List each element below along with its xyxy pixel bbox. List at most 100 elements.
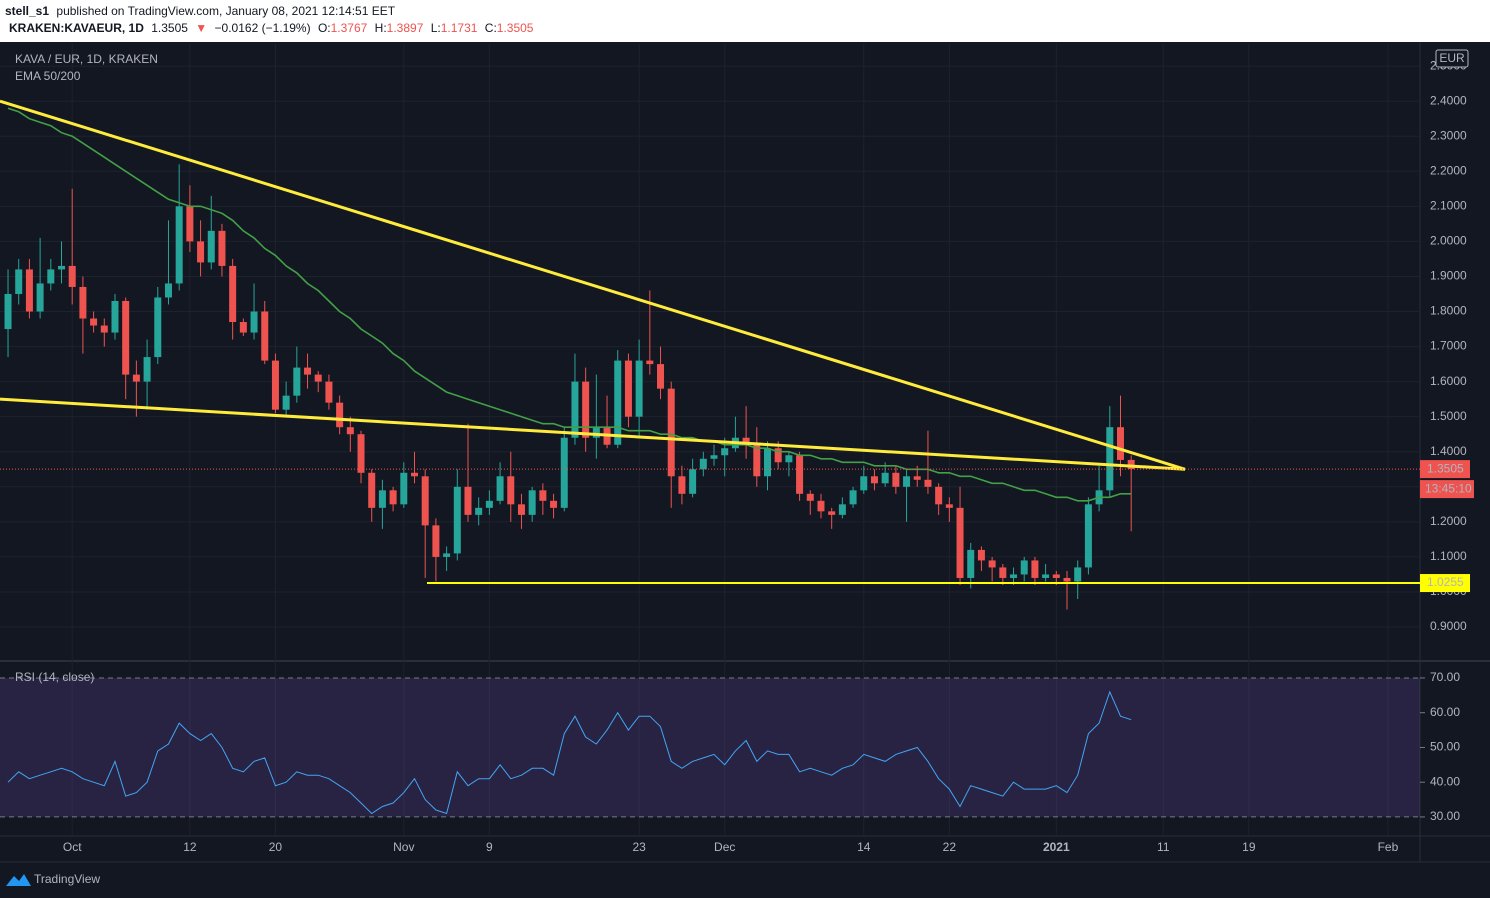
rsi-band xyxy=(0,677,1420,817)
candle-body xyxy=(774,448,782,463)
candle-body xyxy=(1116,427,1124,460)
header-background xyxy=(0,0,1490,42)
candle-body xyxy=(346,427,354,435)
published: published on TradingView.com, January 08… xyxy=(56,4,395,18)
candle-body xyxy=(860,476,868,491)
candle-body xyxy=(186,206,194,242)
trend-line xyxy=(0,99,1186,471)
candle-body xyxy=(1020,560,1028,575)
candle-body xyxy=(453,486,461,554)
candle-body xyxy=(507,476,515,505)
trend-line xyxy=(0,397,1186,471)
candle-body xyxy=(528,490,536,515)
y-tick-label: 2.2000 xyxy=(1430,163,1467,177)
candle-body xyxy=(796,455,804,494)
ohlc-label: C: xyxy=(485,21,497,35)
candle-body xyxy=(90,318,98,326)
change: −0.0162 (−1.19%) xyxy=(215,21,311,35)
candle-body xyxy=(304,367,312,375)
rsi-line xyxy=(7,690,1132,815)
candle-body xyxy=(282,395,290,410)
candle-body xyxy=(47,269,55,284)
level-tag xyxy=(1420,574,1470,593)
candle-body xyxy=(903,476,911,487)
x-tick-label: Oct xyxy=(63,840,82,854)
y-tick-label: 40.00 xyxy=(1430,774,1460,788)
candle-body xyxy=(229,265,237,323)
candle-body xyxy=(175,206,183,284)
candle-body xyxy=(1063,577,1071,582)
ohlc-label: L: xyxy=(431,21,441,35)
indicator-title: RSI (14, close) xyxy=(15,670,94,684)
y-tick-label: 2.1000 xyxy=(1430,198,1467,212)
candle-body xyxy=(36,283,44,312)
candle-body xyxy=(400,472,408,505)
candle-body xyxy=(1106,427,1114,491)
y-tick-label: 1.8000 xyxy=(1430,304,1467,318)
y-tick-label: 0.9000 xyxy=(1430,619,1467,633)
candle-body xyxy=(635,360,643,417)
candle-body xyxy=(164,283,172,298)
candle-body xyxy=(68,265,76,287)
logo-mark xyxy=(6,874,31,886)
candle-body xyxy=(806,493,814,501)
candle-body xyxy=(271,360,279,410)
candle-body xyxy=(710,455,718,459)
candle-body xyxy=(336,402,344,428)
candle-body xyxy=(560,437,568,508)
ohlc-value: 1.1731 xyxy=(441,21,478,35)
candle-body xyxy=(870,476,878,484)
ohlc-value: 1.3505 xyxy=(497,21,534,35)
candle-body xyxy=(1031,560,1039,578)
candle-body xyxy=(197,241,205,263)
last: 1.3505 xyxy=(151,21,188,35)
candle-body xyxy=(678,476,686,494)
candle-body xyxy=(421,476,429,526)
candle-body xyxy=(1074,567,1082,582)
x-tick-label: 9 xyxy=(486,840,493,854)
last-price-label: 1.3505 xyxy=(1427,461,1464,475)
x-tick-label: 11 xyxy=(1157,840,1170,854)
y-tick-label: 1.1000 xyxy=(1430,549,1467,563)
y-tick-label: 2.4000 xyxy=(1430,93,1467,107)
candle-body xyxy=(967,549,975,578)
candle-body xyxy=(1084,504,1092,568)
symbol-line: KRAKEN:KAVAEUR, 1D 1.3505 ▼ −0.0162 (−1.… xyxy=(9,21,534,35)
publish-line: stell_s1 published on TradingView.com, J… xyxy=(5,4,396,18)
candle-body xyxy=(817,500,825,512)
candle-body xyxy=(432,525,440,557)
arrow: ▼ xyxy=(195,21,207,35)
candle-body xyxy=(838,504,846,515)
candle-body xyxy=(325,381,333,403)
candle-body xyxy=(550,500,558,508)
y-tick-label: 1.6000 xyxy=(1430,374,1467,388)
y-tick-label: 1.7000 xyxy=(1430,339,1467,353)
candle-body xyxy=(250,311,258,333)
candle-body xyxy=(624,360,632,417)
candle-body xyxy=(924,479,932,487)
candle-body xyxy=(988,560,996,568)
candle-body xyxy=(293,367,301,396)
candle-body xyxy=(314,374,322,382)
candle-body xyxy=(218,230,226,266)
candle-body xyxy=(15,269,23,294)
candle-body xyxy=(753,444,761,477)
candle-body xyxy=(1052,574,1060,578)
candle-body xyxy=(411,472,419,477)
candle-body xyxy=(657,364,665,389)
candle-body xyxy=(999,567,1007,578)
y-tick-label: 30.00 xyxy=(1430,809,1460,823)
currency-box xyxy=(1435,49,1469,68)
candle-body xyxy=(143,357,151,382)
candle-body xyxy=(646,360,654,365)
y-tick-label: 1.5000 xyxy=(1430,409,1467,423)
candle-body xyxy=(368,472,376,508)
candle-body xyxy=(239,322,247,333)
candle-body xyxy=(592,427,600,438)
chart-title: KAVA / EUR, 1D, KRAKEN xyxy=(15,52,158,66)
x-tick-label: 12 xyxy=(183,840,197,854)
y-tick-label: 2.0000 xyxy=(1430,234,1467,248)
candle-body xyxy=(464,486,472,515)
candle-body xyxy=(742,437,750,445)
